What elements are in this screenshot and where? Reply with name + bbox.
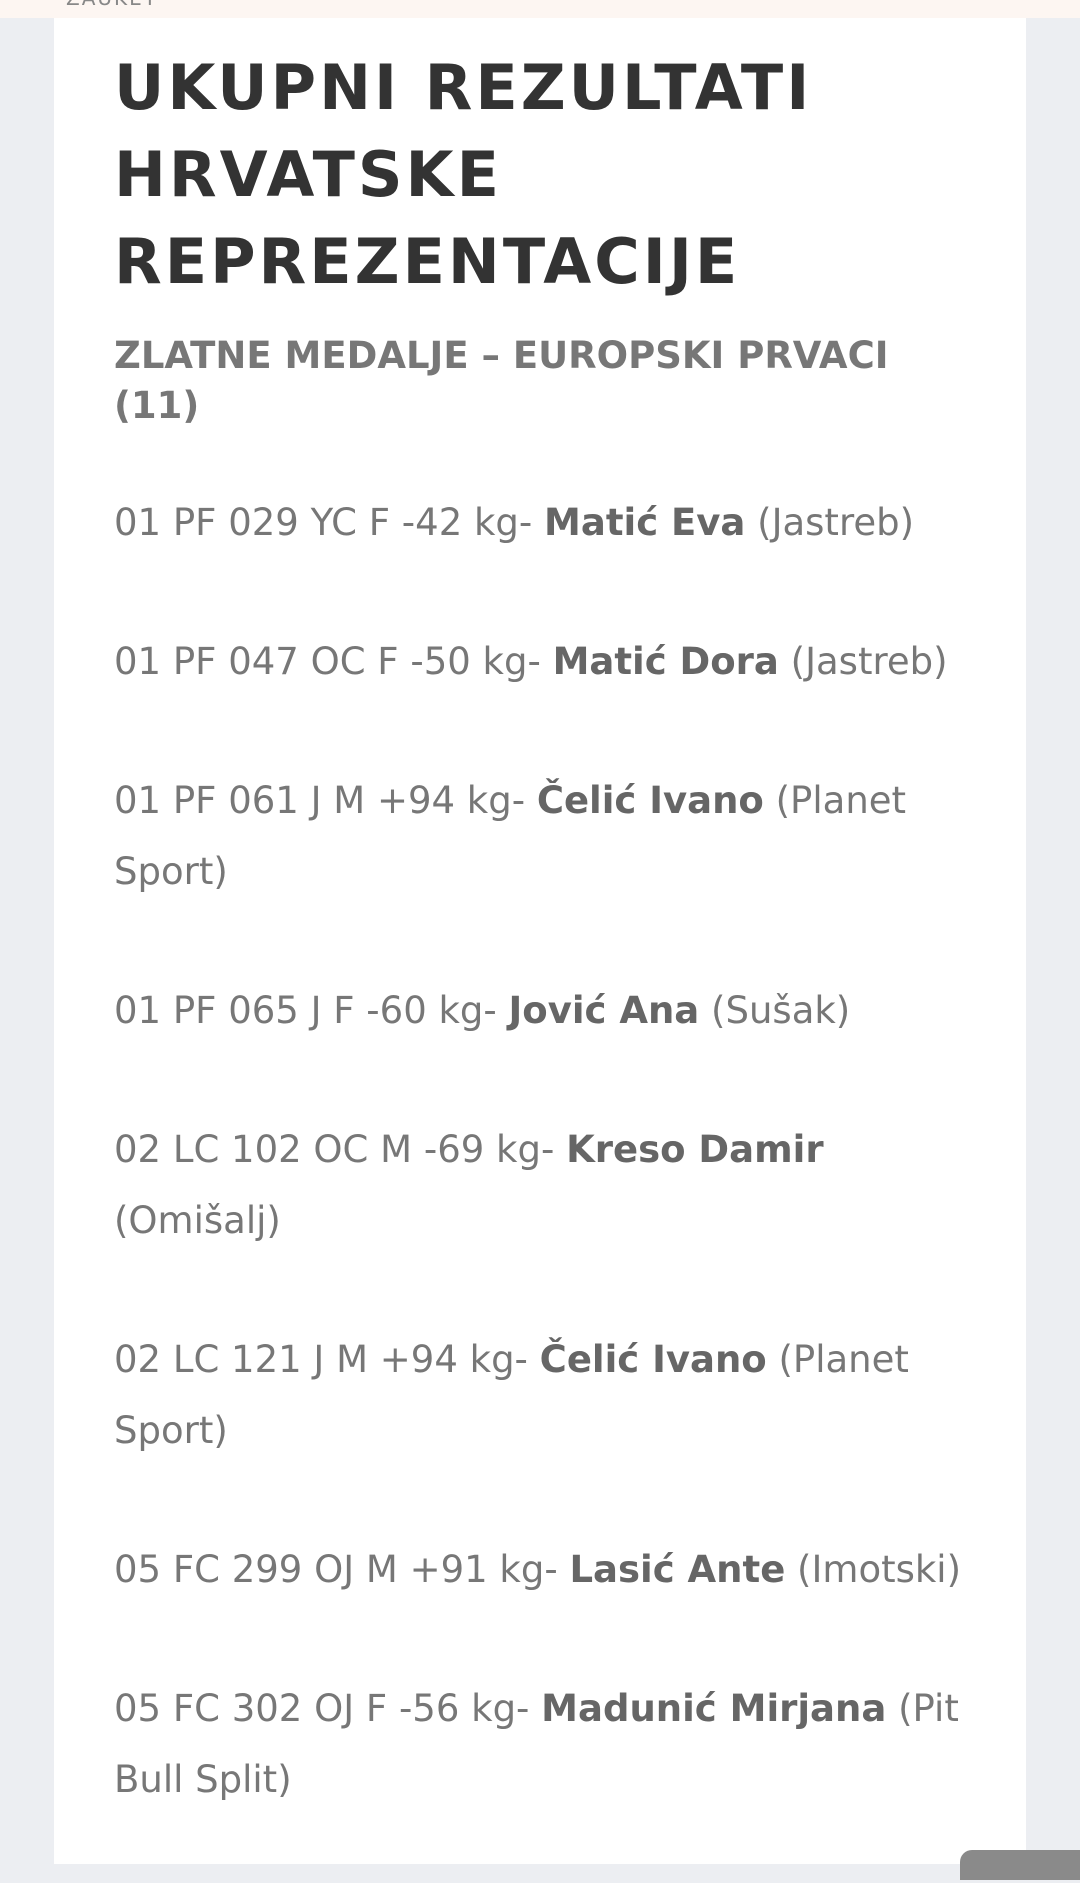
athlete-name: Čelić Ivano: [536, 779, 764, 822]
results-list: 01 PF 029 YC F -42 kg- Matić Eva (Jastre…: [114, 487, 974, 1815]
club-name: (Jastreb): [778, 640, 948, 683]
top-banner: ZAUKET: [0, 0, 1080, 18]
result-category: 01 PF 047 OC F -50 kg-: [114, 640, 553, 683]
scroll-to-top-button[interactable]: [960, 1850, 1080, 1880]
result-category: 05 FC 302 OJ F -56 kg-: [114, 1687, 542, 1730]
result-item: 01 PF 061 J M +94 kg- Čelić Ivano (Plane…: [114, 765, 974, 907]
athlete-name: Matić Eva: [544, 501, 746, 544]
top-banner-text: ZAUKET: [66, 0, 158, 10]
result-category: 05 FC 299 OJ M +91 kg-: [114, 1548, 570, 1591]
page-title: UKUPNI REZULTATI HRVATSKE REPREZENTACIJE: [114, 51, 813, 298]
article-card: UKUPNI REZULTATI HRVATSKE REPREZENTACIJE…: [54, 18, 1026, 1864]
result-item: 01 PF 065 J F -60 kg- Jović Ana (Sušak): [114, 975, 974, 1046]
athlete-name: Lasić Ante: [569, 1548, 786, 1591]
athlete-name: Kreso Damir: [566, 1128, 824, 1171]
section-heading: ZLATNE MEDALJE – EUROPSKI PRVACI (11): [114, 334, 889, 427]
club-name: (Imotski): [785, 1548, 962, 1591]
club-name: (Sušak): [699, 989, 851, 1032]
result-item: 05 FC 302 OJ F -56 kg- Madunić Mirjana (…: [114, 1673, 974, 1815]
result-item: 02 LC 121 J M +94 kg- Čelić Ivano (Plane…: [114, 1324, 974, 1466]
club-name: (Omišalj): [114, 1199, 281, 1242]
athlete-name: Čelić Ivano: [539, 1338, 767, 1381]
club-name: (Pit Bull Split): [114, 1687, 959, 1801]
result-category: 01 PF 065 J F -60 kg-: [114, 989, 509, 1032]
result-category: 02 LC 102 OC M -69 kg-: [114, 1128, 567, 1171]
club-name: (Planet Sport): [114, 779, 907, 893]
article-content: UKUPNI REZULTATI HRVATSKE REPREZENTACIJE…: [114, 44, 974, 1883]
result-item: 02 LC 102 OC M -69 kg- Kreso Damir (Omiš…: [114, 1114, 974, 1256]
result-category: 01 PF 029 YC F -42 kg-: [114, 501, 545, 544]
result-item: 05 FC 299 OJ M +91 kg- Lasić Ante (Imots…: [114, 1534, 974, 1605]
result-item: 01 PF 029 YC F -42 kg- Matić Eva (Jastre…: [114, 487, 974, 558]
club-name: (Planet Sport): [114, 1338, 909, 1452]
result-category: 02 LC 121 J M +94 kg-: [114, 1338, 540, 1381]
club-name: (Jastreb): [745, 501, 915, 544]
athlete-name: Matić Dora: [552, 640, 779, 683]
athlete-name: Madunić Mirjana: [541, 1687, 887, 1730]
result-category: 01 PF 061 J M +94 kg-: [114, 779, 537, 822]
athlete-name: Jović Ana: [508, 989, 700, 1032]
result-item: 01 PF 047 OC F -50 kg- Matić Dora (Jastr…: [114, 626, 974, 697]
